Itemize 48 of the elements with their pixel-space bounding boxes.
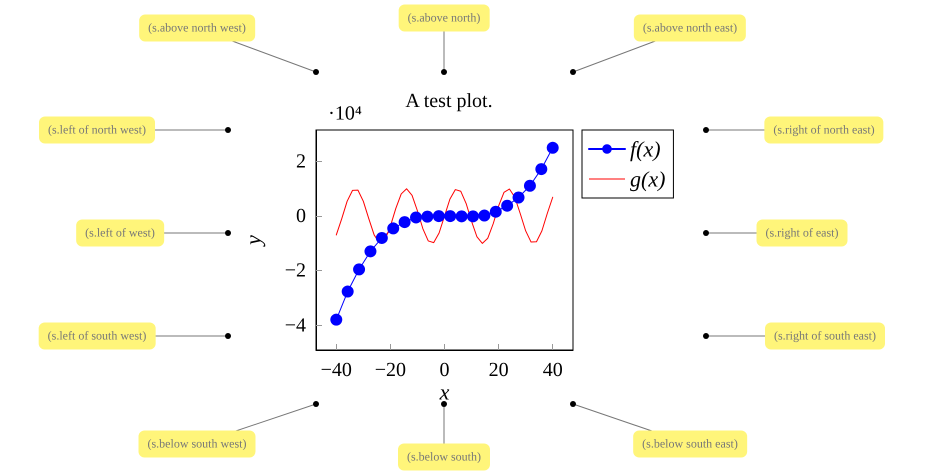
point [432, 210, 445, 222]
point [467, 210, 479, 222]
point [330, 314, 342, 326]
point [456, 210, 468, 222]
x-tick-label: 40 [542, 359, 563, 381]
text: (s.left of west) [76, 220, 164, 246]
text: (s.below south west) [138, 430, 256, 458]
point [398, 216, 411, 228]
x-tick-label: 0 [440, 359, 450, 381]
legend-label: g(x) [630, 166, 666, 192]
text: ·10⁴ [328, 102, 362, 126]
text: (s.below south) [398, 444, 490, 470]
point [478, 210, 490, 222]
y-tick-label: 0 [296, 205, 306, 228]
point [535, 163, 548, 176]
point [546, 142, 559, 154]
point [490, 206, 502, 218]
x-tick-label: 20 [488, 359, 509, 381]
legend-label: f(x) [630, 136, 661, 162]
text: (s.left of south west) [38, 322, 156, 350]
text: (s.below south east) [633, 430, 747, 458]
point [512, 192, 525, 204]
x-axis-title: x [438, 379, 450, 404]
point [387, 222, 400, 234]
text: (s.above north west) [139, 14, 255, 42]
point [364, 245, 376, 258]
text: (s.above north east) [634, 14, 746, 42]
line-series [336, 188, 554, 244]
y-tick-label: −2 [284, 260, 306, 282]
point [376, 232, 388, 244]
point [410, 211, 422, 224]
x-tick-label: −20 [374, 359, 406, 381]
y-axis-title: y [240, 234, 266, 247]
text: (s.right of east) [756, 220, 848, 246]
text: (s.left of north west) [39, 116, 155, 144]
text: (s.above north) [398, 4, 490, 32]
y-tick-label: −4 [284, 314, 306, 336]
text: (s.right of north east) [764, 116, 884, 144]
x-tick-label: −40 [320, 359, 352, 381]
point [353, 263, 366, 276]
point [501, 200, 514, 212]
y-tick-label: 2 [296, 150, 306, 172]
point [524, 180, 536, 192]
point [421, 210, 434, 223]
chart-title: A test plot. [405, 90, 493, 112]
text: (s.right of south east) [765, 322, 885, 350]
point [342, 286, 354, 298]
point [444, 210, 456, 222]
